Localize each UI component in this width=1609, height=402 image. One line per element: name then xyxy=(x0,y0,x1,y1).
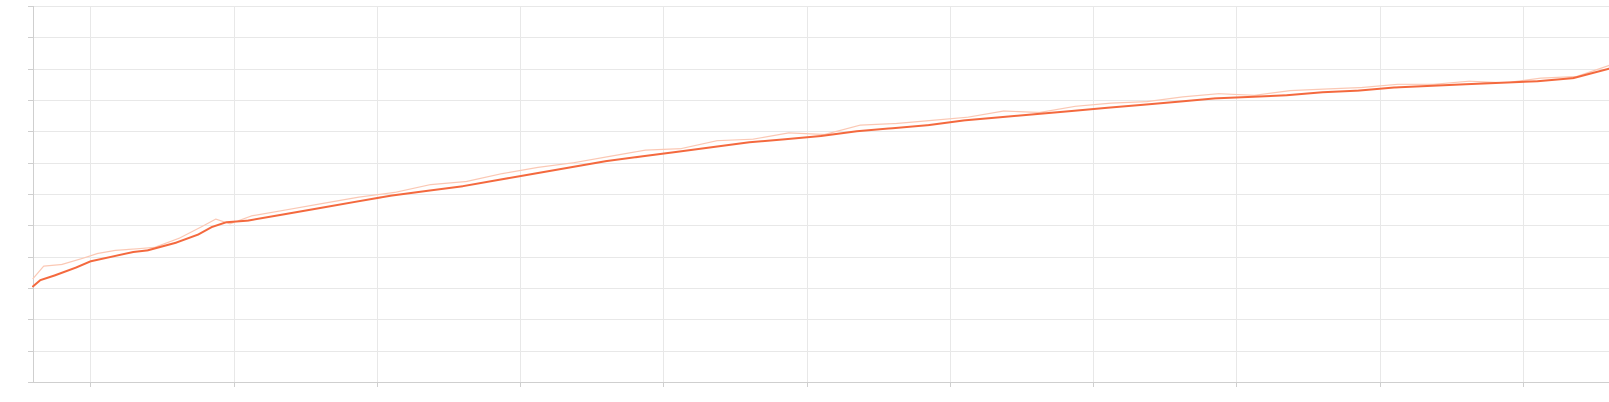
raw-series-line xyxy=(32,64,1609,280)
grid-lines xyxy=(33,6,1609,382)
axes xyxy=(28,6,1609,387)
smoothed-series-line xyxy=(32,67,1609,288)
series-layer xyxy=(32,64,1609,288)
